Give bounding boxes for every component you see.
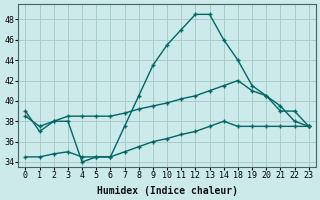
X-axis label: Humidex (Indice chaleur): Humidex (Indice chaleur) xyxy=(97,186,237,196)
